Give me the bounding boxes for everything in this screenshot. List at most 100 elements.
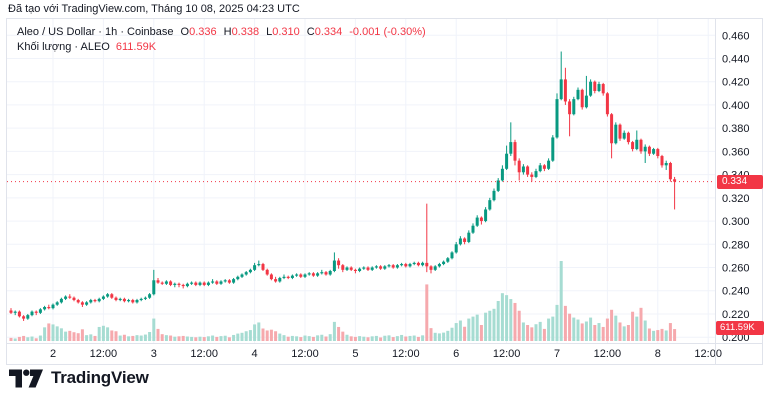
- volume-bar: [110, 330, 114, 341]
- volume-bar: [122, 334, 126, 341]
- volume-bar: [274, 331, 278, 341]
- price-axis-label: 0.320: [722, 193, 750, 205]
- candle-body: [290, 275, 294, 278]
- chart-widget: 0.2000.2200.2400.2600.2800.3000.3200.340…: [6, 18, 764, 365]
- volume-bar: [190, 336, 194, 341]
- candlestick-chart[interactable]: 0.2000.2200.2400.2600.2800.3000.3200.340…: [7, 19, 762, 364]
- volume-bar: [429, 328, 433, 341]
- candle-body: [332, 260, 336, 271]
- candle-body: [408, 264, 412, 267]
- volume-bar: [206, 336, 210, 341]
- candle-body: [568, 101, 572, 115]
- volume-bar: [475, 314, 479, 341]
- volume-bar: [572, 317, 576, 341]
- volume-bar: [324, 336, 328, 341]
- volume-bar: [534, 324, 538, 341]
- candle-body: [668, 163, 672, 180]
- volume-bar: [47, 323, 51, 341]
- volume-bar: [59, 328, 63, 341]
- volume-bar: [265, 330, 269, 341]
- candle-body: [521, 166, 525, 173]
- candle-body: [278, 277, 282, 282]
- volume-bar: [467, 318, 471, 341]
- time-axis-label: 12:00: [694, 348, 722, 360]
- volume-bar: [433, 332, 437, 341]
- candle-body: [9, 310, 13, 313]
- candle-body: [114, 297, 118, 301]
- volume-bar: [605, 318, 609, 341]
- volume-bar: [584, 321, 588, 341]
- volume-bar: [26, 337, 30, 341]
- candle-body: [206, 282, 210, 285]
- time-axis-label: 5: [352, 348, 358, 360]
- open-label: O: [180, 26, 190, 38]
- volume-bar: [568, 313, 572, 341]
- volume-bar: [223, 335, 227, 341]
- volume-bar: [421, 335, 425, 341]
- volume-bar: [647, 328, 651, 341]
- volume-bar: [114, 331, 118, 341]
- low-value: 0.310: [272, 26, 300, 38]
- candle-body: [647, 146, 651, 154]
- candle-body: [194, 282, 198, 285]
- tradingview-logo-icon[interactable]: [9, 369, 43, 388]
- candle-body: [643, 146, 647, 152]
- volume-bar: [85, 335, 89, 341]
- volume-bar: [152, 318, 156, 341]
- volume-bar: [660, 328, 664, 341]
- candle-body: [85, 302, 89, 305]
- time-axis-label: 6: [453, 348, 459, 360]
- volume-bar: [362, 336, 366, 341]
- volume-bar: [320, 334, 324, 341]
- volume-bar: [139, 335, 143, 341]
- candle-body: [442, 261, 446, 265]
- candle-body: [282, 276, 286, 278]
- close-label: C: [306, 26, 315, 38]
- candle-body: [400, 264, 404, 266]
- volume-bar: [639, 307, 643, 341]
- volume-bar: [589, 317, 593, 341]
- candle-body: [366, 267, 370, 270]
- high-label: H: [223, 26, 232, 38]
- candle-body: [286, 276, 290, 278]
- volume-bar: [437, 333, 441, 341]
- candle-body: [673, 179, 677, 182]
- candle-body: [404, 264, 408, 267]
- volume-bar: [353, 336, 357, 341]
- last-price-label: 0.334: [717, 174, 763, 189]
- candle-body: [576, 89, 580, 100]
- volume-bar: [143, 334, 147, 341]
- symbol-title[interactable]: Aleo / US Dollar · 1h · Coinbase: [17, 26, 174, 38]
- candle-body: [156, 280, 160, 283]
- candle-body: [513, 142, 517, 161]
- candle-body: [618, 124, 622, 139]
- candle-body: [631, 142, 635, 150]
- volume-title[interactable]: Khối lượng · ALEO: [17, 41, 110, 53]
- candle-body: [572, 99, 576, 115]
- candle-body: [265, 269, 269, 275]
- candle-body: [500, 168, 504, 181]
- candle-body: [13, 311, 17, 313]
- time-axis-label: 4: [252, 348, 258, 360]
- legend-volume-row: Khối lượng · ALEO 611.59K: [17, 40, 426, 55]
- candle-body: [215, 281, 219, 284]
- volume-bar: [232, 334, 236, 341]
- volume-bar: [17, 336, 21, 341]
- candle-body: [362, 267, 366, 269]
- volume-bar: [290, 335, 294, 341]
- candle-body: [110, 294, 114, 298]
- volume-bar: [517, 310, 521, 341]
- candle-body: [379, 266, 383, 269]
- candle-body: [597, 84, 601, 91]
- volume-bar: [101, 325, 105, 341]
- volume-bar: [618, 322, 622, 341]
- candle-body: [202, 282, 206, 285]
- candle-body: [517, 160, 521, 173]
- candle-body: [135, 300, 139, 303]
- candle-body: [269, 274, 273, 280]
- volume-bar: [22, 335, 26, 341]
- candle-body: [446, 258, 450, 262]
- volume-bar: [551, 316, 555, 341]
- brand-name[interactable]: TradingView: [51, 368, 149, 387]
- candle-body: [341, 265, 345, 270]
